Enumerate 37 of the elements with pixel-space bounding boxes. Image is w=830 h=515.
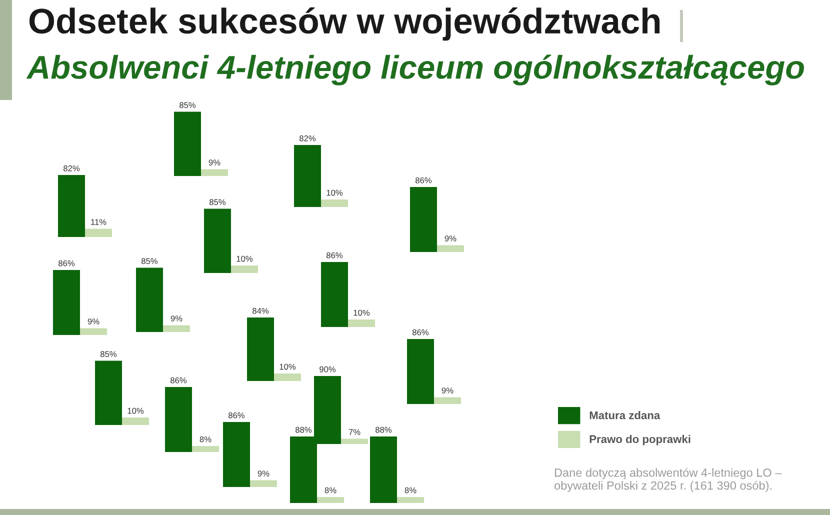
data-label: 10% xyxy=(280,364,296,370)
data-label: 88% xyxy=(296,426,312,433)
data-label: 10% xyxy=(326,190,343,196)
data-label: 10% xyxy=(128,408,144,414)
data-label: 86% xyxy=(416,177,432,184)
data-label: 86% xyxy=(326,252,343,258)
data-label: 9% xyxy=(208,160,220,166)
data-label: 90% xyxy=(320,366,336,372)
data-label: 85% xyxy=(100,351,117,358)
data-label: 85% xyxy=(210,199,226,206)
data-label: 11% xyxy=(91,219,106,225)
data-label: 9% xyxy=(444,236,456,242)
text: Odsetek sukcesów w województwach xyxy=(29,7,660,41)
data-label: 86% xyxy=(58,260,75,266)
data-label: 9% xyxy=(170,316,182,322)
text: Absolwenci 4-letniego liceum ogólnokształcącego xyxy=(26,54,804,86)
data-label: 10% xyxy=(236,256,253,262)
legend-label: Matura zdana xyxy=(590,411,660,420)
data-label: 10% xyxy=(354,310,370,316)
data-label: 84% xyxy=(252,308,269,314)
data-label: 9% xyxy=(258,470,270,476)
data-label: 82% xyxy=(64,165,80,172)
data-label: 88% xyxy=(376,426,392,433)
data-label: 8% xyxy=(200,436,212,442)
data-label: 86% xyxy=(412,329,429,336)
data-label: 7% xyxy=(348,429,360,435)
data-label: 85% xyxy=(142,258,158,264)
data-label: 8% xyxy=(324,487,336,494)
data-label: 86% xyxy=(170,377,187,384)
text: Dane dotyczą absolwentów 4-letniego LO – obywateli Polski z 2025 r. (161 390 osób). xyxy=(554,468,782,492)
data-label: 9% xyxy=(88,318,100,324)
data-label: 86% xyxy=(228,412,245,418)
data-label: 8% xyxy=(404,487,416,494)
legend-label: Prawo do poprawki xyxy=(590,434,690,446)
data-label: 9% xyxy=(442,388,454,394)
data-label: 82% xyxy=(300,135,316,142)
data-label: 85% xyxy=(180,102,196,108)
